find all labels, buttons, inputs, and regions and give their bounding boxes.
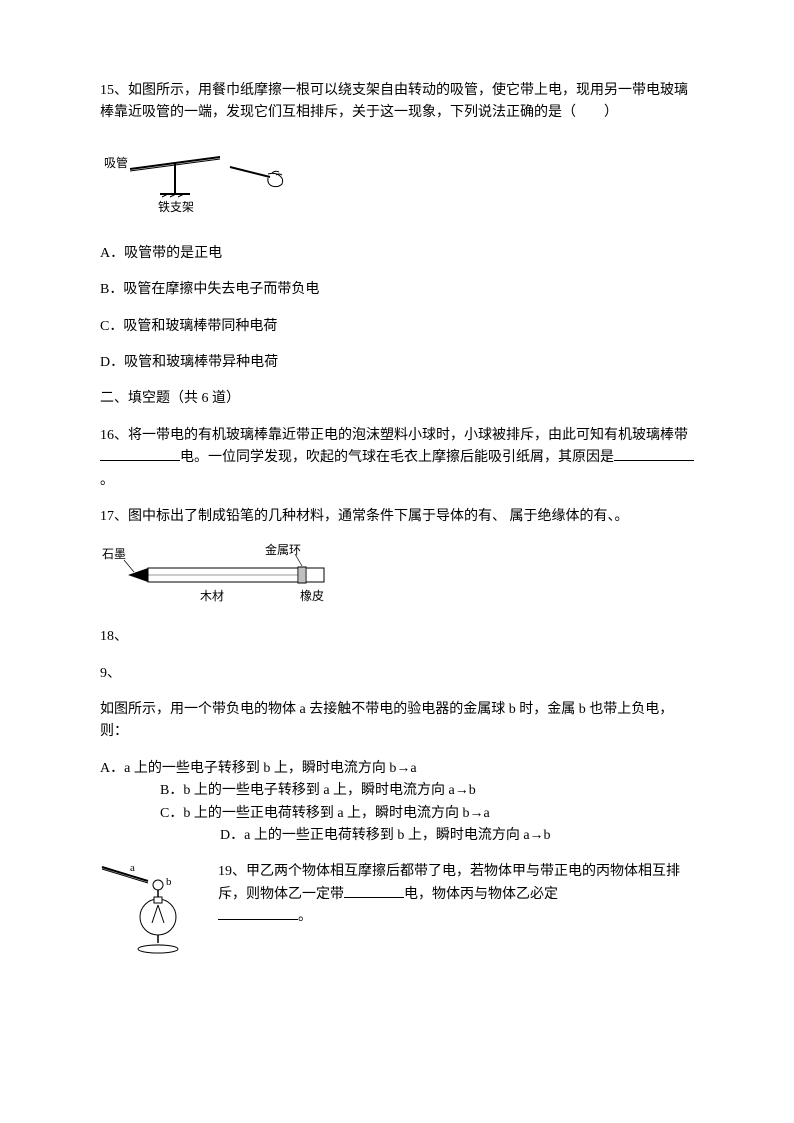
- q18-option-d: D．a 上的一些正电荷转移到 b 上，瞬时电流方向 a→b: [220, 825, 694, 847]
- q15-option-c: C．吸管和玻璃棒带同种电荷: [100, 316, 694, 338]
- q18-number: 18、: [100, 626, 694, 648]
- q15-stem: 15、如图所示，用餐巾纸摩擦一根可以绕支架自由转动的吸管，使它带上电，现用另一带…: [100, 80, 694, 125]
- q16-blank1: [100, 447, 180, 461]
- q19-part2: 电，物体丙与物体乙必定: [404, 887, 558, 902]
- q18-label-a: a: [130, 862, 135, 874]
- q18-figure: a b: [100, 861, 210, 965]
- q15-option-d: D．吸管和玻璃棒带异种电荷: [100, 352, 694, 374]
- q17-text: 17、图中标出了制成铅笔的几种材料，通常条件下属于导体的有、 属于绝缘体的有、。: [100, 506, 694, 528]
- q15-figure: 吸管 铁支架: [100, 139, 694, 229]
- q16-part2: 电。一位同学发现，吹起的气球在毛衣上摩擦后能吸引纸屑，其原因是: [180, 450, 614, 465]
- q18-option-c: C．b 上的一些正电荷转移到 a 上，瞬时电流方向 b→a: [160, 803, 694, 825]
- section-2-title: 二、填空题（共 6 道）: [100, 388, 694, 410]
- q18-option-a: A．a 上的一些电子转移到 b 上，瞬时电流方向 b→a: [100, 758, 694, 780]
- q19-blank2: [218, 906, 298, 920]
- q15-option-b: B．吸管在摩擦中失去电子而带负电: [100, 279, 694, 301]
- q17-label-wood: 木材: [200, 589, 224, 603]
- q9-number: 9、: [100, 663, 694, 685]
- q16-part1: 16、将一带电的有机玻璃棒靠近带正电的泡沫塑料小球时，小球被排斥，由此可知有机玻…: [100, 428, 688, 443]
- q18-label-b: b: [166, 876, 172, 888]
- q19-blank1: [344, 884, 404, 898]
- q16-blank2: [614, 447, 694, 461]
- q18-stem: 如图所示，用一个带负电的物体 a 去接触不带电的验电器的金属球 b 时，金属 b…: [100, 699, 694, 744]
- q17-label-rubber: 橡皮: [300, 589, 324, 603]
- q18-option-b: B．b 上的一些电子转移到 a 上，瞬时电流方向 a→b: [160, 780, 694, 802]
- q15-option-a: A．吸管带的是正电: [100, 243, 694, 265]
- q19-text: 19、甲乙两个物体相互摩擦后都带了电，若物体甲与带正电的丙物体相互排斥，则物体乙…: [218, 861, 694, 928]
- q17-label-metal: 金属环: [265, 542, 301, 557]
- q17-label-graphite: 石墨: [102, 547, 126, 561]
- q16-text: 16、将一带电的有机玻璃棒靠近带正电的泡沫塑料小球时，小球被排斥，由此可知有机玻…: [100, 425, 694, 492]
- q15-label-straw: 吸管: [104, 155, 128, 170]
- q16-part3: 。: [100, 473, 114, 488]
- q17-figure: 石墨 木材 金属环 橡皮: [100, 542, 694, 612]
- q15-label-stand: 铁支架: [158, 200, 194, 214]
- q19-part3: 。: [298, 909, 312, 924]
